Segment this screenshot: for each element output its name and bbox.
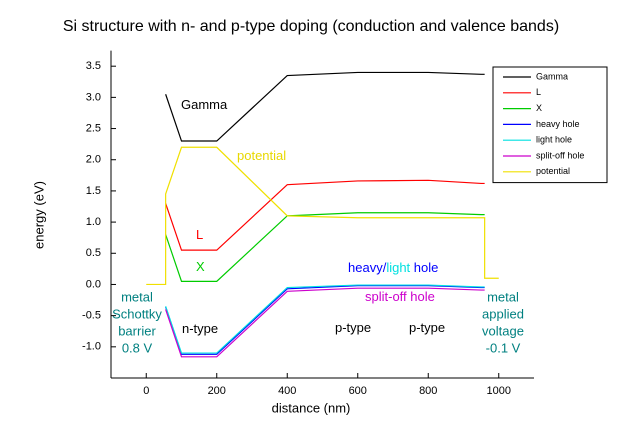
y-tick-label: 3.5 xyxy=(86,60,101,72)
annotation: potential xyxy=(237,148,286,163)
y-tick-label: 2.5 xyxy=(86,122,101,134)
annotation: p-type xyxy=(335,320,371,335)
y-tick-label: 3.0 xyxy=(86,91,101,103)
annotation: p-type xyxy=(409,320,445,335)
x-tick-label: 200 xyxy=(208,385,226,397)
y-tick-label: 1.5 xyxy=(86,185,101,197)
y-tick-label: -0.5 xyxy=(82,310,101,322)
annotation-line: 0.8 V xyxy=(122,340,153,355)
legend-label: heavy hole xyxy=(536,119,580,129)
annotation-part: potential xyxy=(237,148,286,163)
annotation-line: voltage xyxy=(482,323,524,338)
annotation-part: X xyxy=(196,259,205,274)
annotation: heavy/light hole xyxy=(348,260,438,275)
series-line xyxy=(165,284,485,354)
annotation-line: barrier xyxy=(118,323,156,338)
annotation-line: applied xyxy=(482,306,524,321)
annotation-part: light xyxy=(386,260,410,275)
annotation-line: metal xyxy=(487,289,519,304)
annotation-line: metal xyxy=(121,289,153,304)
annotation: Gamma xyxy=(181,97,228,112)
annotation: X xyxy=(196,259,205,274)
annotation-part: hole xyxy=(410,260,438,275)
series-line xyxy=(165,179,485,251)
annotation-line: Schottky xyxy=(112,306,162,321)
y-tick-label: 0.5 xyxy=(86,247,101,259)
annotation-line: -0.1 V xyxy=(486,340,521,355)
chart-title: Si structure with n- and p-type doping (… xyxy=(63,18,559,35)
x-tick-label: 600 xyxy=(349,385,367,397)
legend-label: L xyxy=(536,87,541,97)
annotation-part: p-type xyxy=(409,320,445,335)
legend-label: potential xyxy=(536,166,570,176)
y-tick-label: -1.0 xyxy=(82,341,101,353)
series-line xyxy=(165,287,485,358)
series-line xyxy=(165,71,485,142)
x-tick-label: 400 xyxy=(278,385,296,397)
y-axis-label: energy (eV) xyxy=(31,181,46,249)
series-line xyxy=(165,285,485,355)
legend-label: X xyxy=(536,103,542,113)
annotation: n-type xyxy=(182,321,218,336)
series-line xyxy=(165,212,485,282)
legend-label: Gamma xyxy=(536,71,568,81)
legend-label: split-off hole xyxy=(536,150,584,160)
annotation-part: L xyxy=(196,227,203,242)
x-tick-label: 800 xyxy=(419,385,437,397)
legend-label: light hole xyxy=(536,135,572,145)
y-tick-label: 2.0 xyxy=(86,154,101,166)
annotation-part: Gamma xyxy=(181,97,228,112)
annotation-part: p-type xyxy=(335,320,371,335)
annotation: L xyxy=(196,227,203,242)
series-line xyxy=(146,146,499,286)
annotation-part: heavy/ xyxy=(348,260,387,275)
x-tick-label: 1000 xyxy=(487,385,511,397)
annotation-part: n-type xyxy=(182,321,218,336)
y-tick-label: 1.0 xyxy=(86,216,101,228)
x-tick-label: 0 xyxy=(143,385,149,397)
x-axis-label: distance (nm) xyxy=(272,400,351,415)
annotation-part: split-off hole xyxy=(365,289,435,304)
annotation: split-off hole xyxy=(365,289,435,304)
y-tick-label: 0.0 xyxy=(86,278,101,290)
